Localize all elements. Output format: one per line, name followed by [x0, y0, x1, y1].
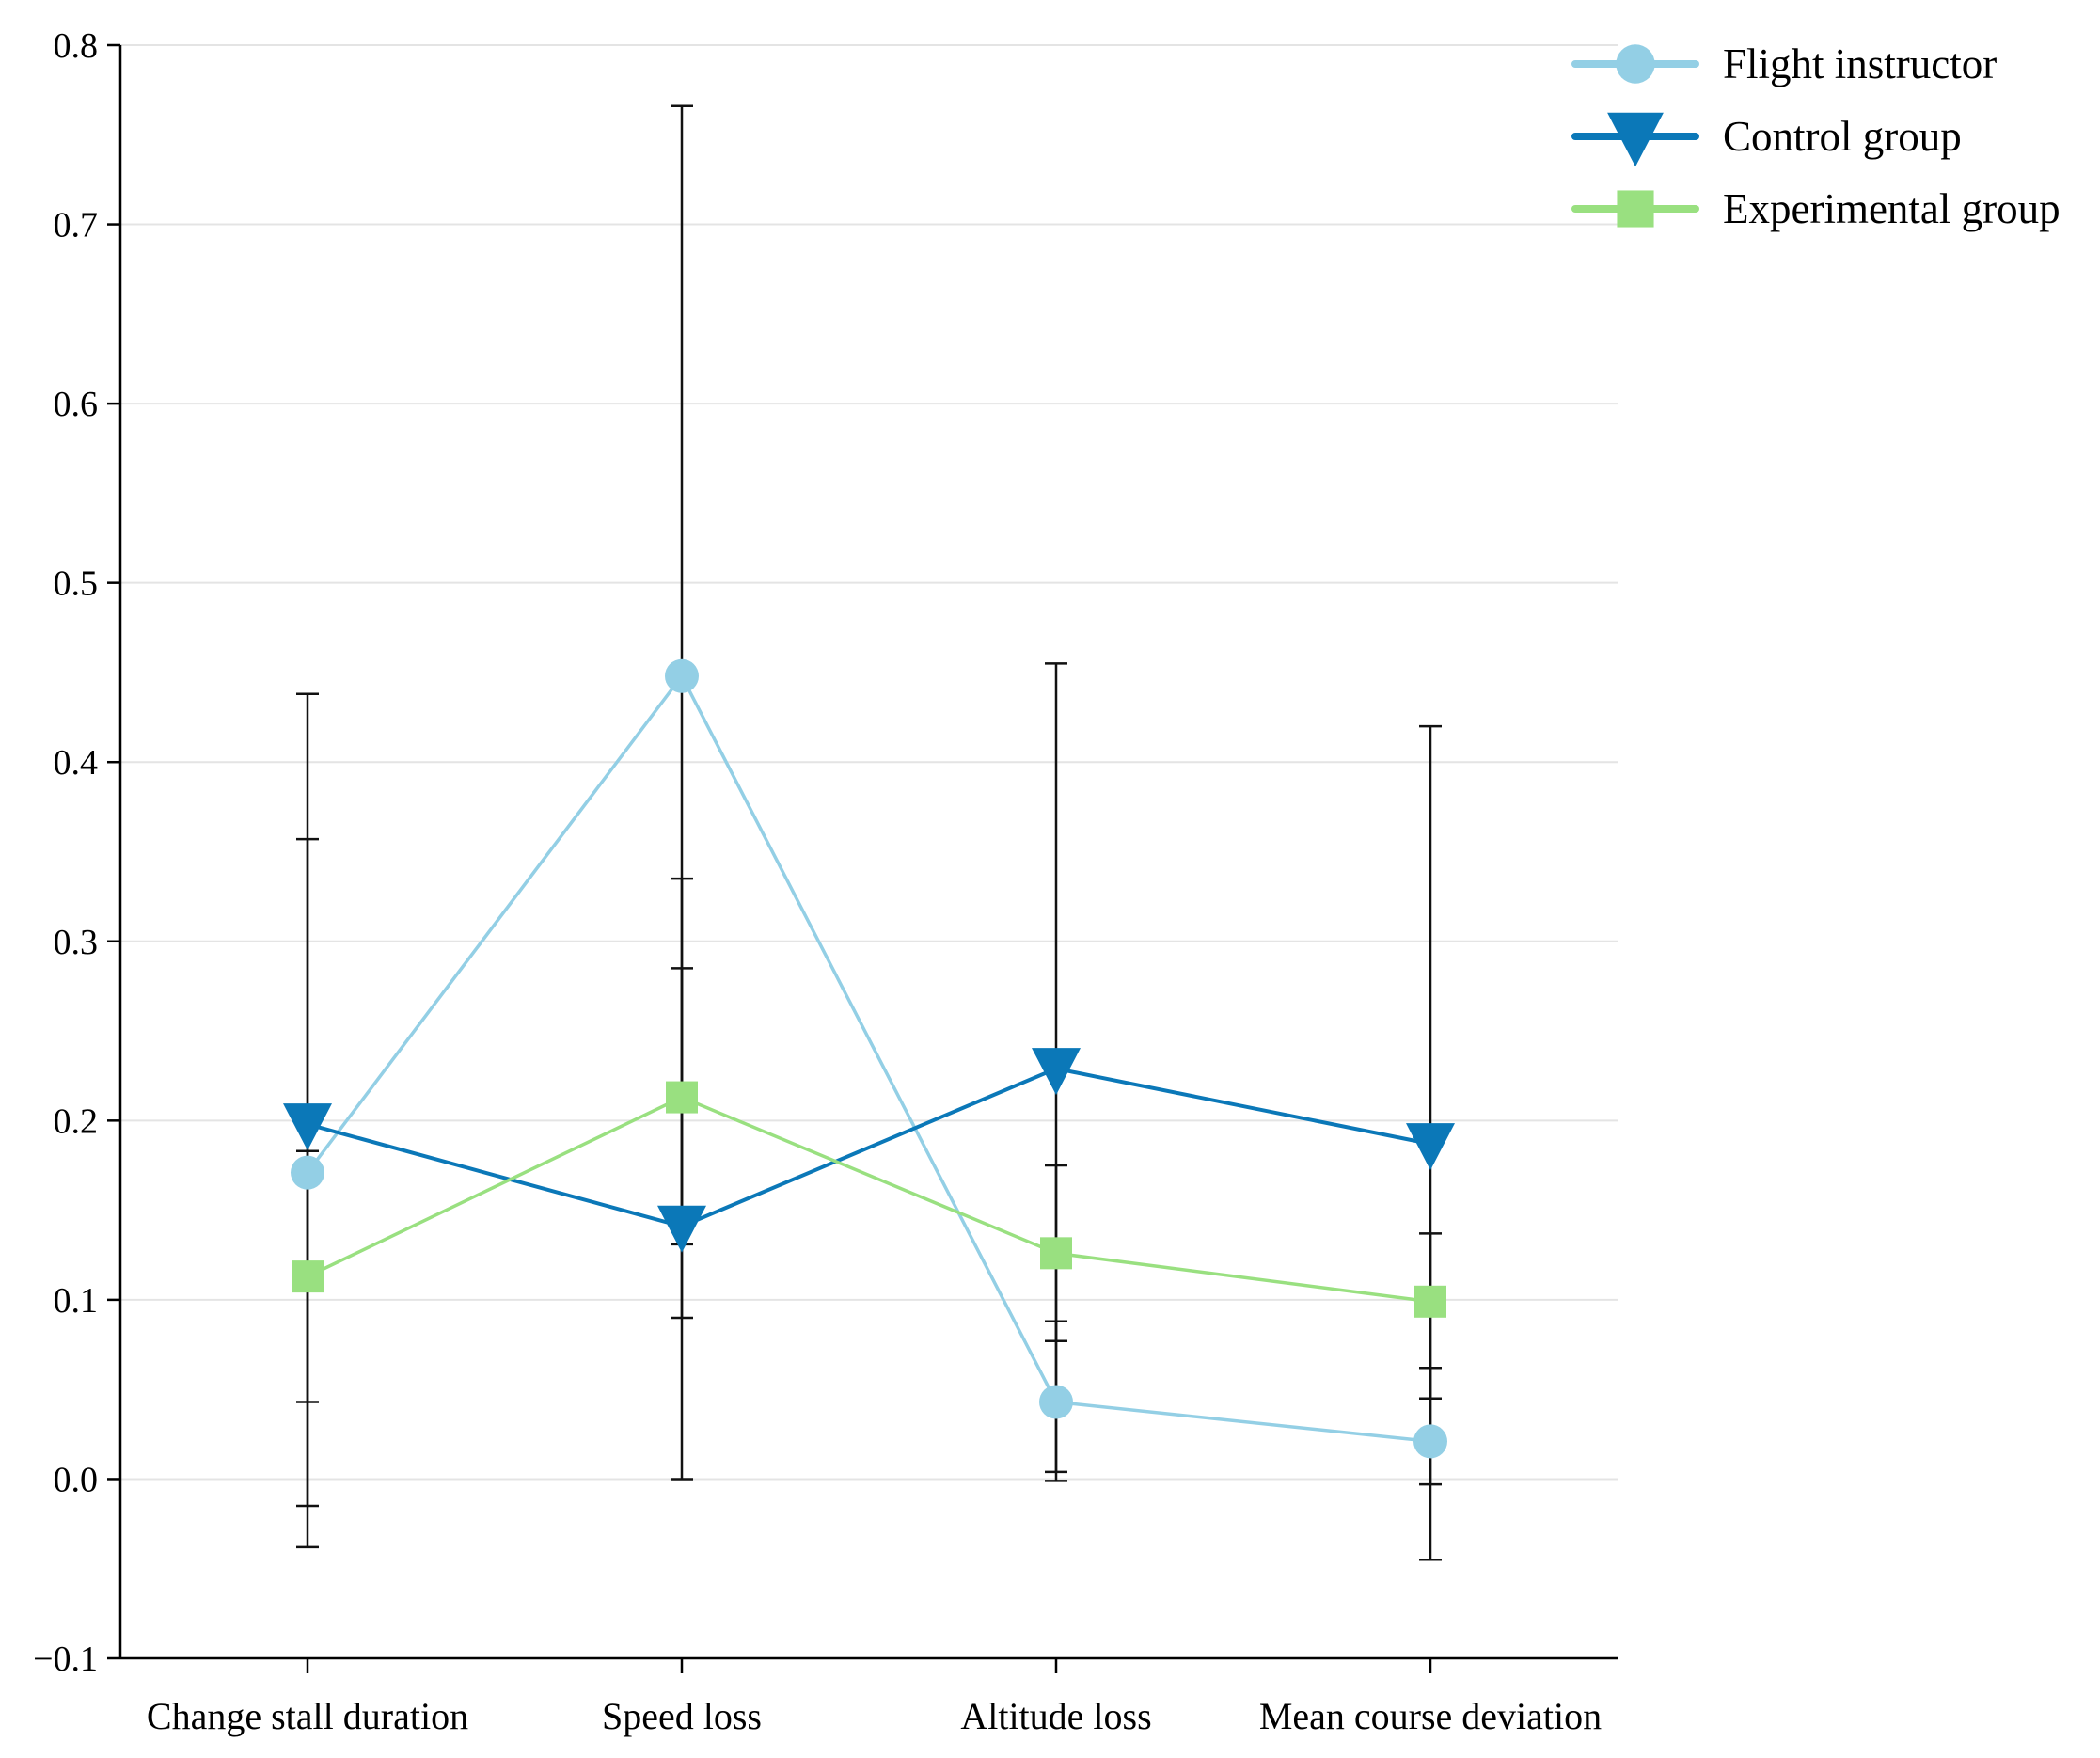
series-markers — [283, 658, 1455, 1459]
y-tick-label-5: 0.4 — [54, 743, 99, 783]
legend-item-2: Experimental group — [1571, 185, 2061, 232]
marker-s0-c2 — [1039, 1385, 1073, 1419]
y-tick-label-2: 0.1 — [54, 1281, 99, 1321]
error-bar-s2-c3 — [1419, 1367, 1442, 1400]
marker-s1-c3 — [1406, 1123, 1455, 1171]
marker-s2-c1 — [666, 1081, 698, 1114]
series-lines — [306, 673, 1431, 1444]
y-tick-label-0: −0.1 — [33, 1639, 98, 1679]
axes — [118, 45, 1618, 1660]
legend-item-0: Flight instructor — [1571, 40, 1997, 87]
marker-s2-c3 — [1414, 1285, 1446, 1318]
marker-s1-c0 — [283, 1103, 332, 1151]
y-tick-label-4: 0.3 — [54, 923, 99, 962]
marker-s2-c0 — [292, 1260, 324, 1293]
y-tick-label-3: 0.2 — [54, 1101, 99, 1141]
marker-s0-c3 — [1413, 1424, 1447, 1459]
legend-label-2: Experimental group — [1723, 185, 2061, 232]
error-bar-s1-c3 — [1419, 724, 1442, 1486]
marker-s1-c1 — [657, 1205, 706, 1253]
legend-marker-2 — [1617, 190, 1654, 228]
y-tick-label-8: 0.7 — [54, 206, 99, 245]
x-category-label-0: Change stall duration — [147, 1695, 468, 1737]
legend-marker-0 — [1616, 44, 1655, 84]
x-axis-ticks: Change stall duration Speed loss Altitude … — [147, 1658, 1602, 1737]
legend-label-0: Flight instructor — [1723, 40, 1997, 87]
y-tick-label-1: 0.0 — [54, 1460, 99, 1499]
y-tick-label-7: 0.6 — [54, 385, 99, 424]
x-category-label-3: Mean course deviation — [1259, 1695, 1602, 1737]
legend-label-1: Control group — [1723, 113, 1962, 160]
grid-lines — [120, 44, 1618, 1659]
series-line-0 — [306, 673, 1431, 1444]
y-axis-ticks: −0.1 0.0 0.1 0.2 0.3 0.4 0.5 0.6 0.7 0.8 — [33, 26, 120, 1679]
marker-s2-c2 — [1040, 1237, 1072, 1270]
legend: Flight instructor Control group Experiment… — [1571, 40, 2061, 232]
legend-item-1: Control group — [1571, 112, 1962, 167]
marker-s0-c0 — [291, 1155, 324, 1190]
x-category-label-2: Altitude loss — [960, 1695, 1151, 1737]
marker-s1-c2 — [1032, 1048, 1081, 1096]
y-tick-label-9: 0.8 — [54, 26, 99, 66]
x-category-label-1: Speed loss — [602, 1695, 762, 1737]
marker-s0-c1 — [665, 658, 699, 693]
y-tick-label-6: 0.5 — [54, 564, 99, 604]
series-line-1 — [307, 1066, 1431, 1228]
series-line-2 — [307, 1095, 1431, 1304]
error-bars — [296, 104, 1442, 1561]
legend-marker-1 — [1607, 112, 1664, 167]
